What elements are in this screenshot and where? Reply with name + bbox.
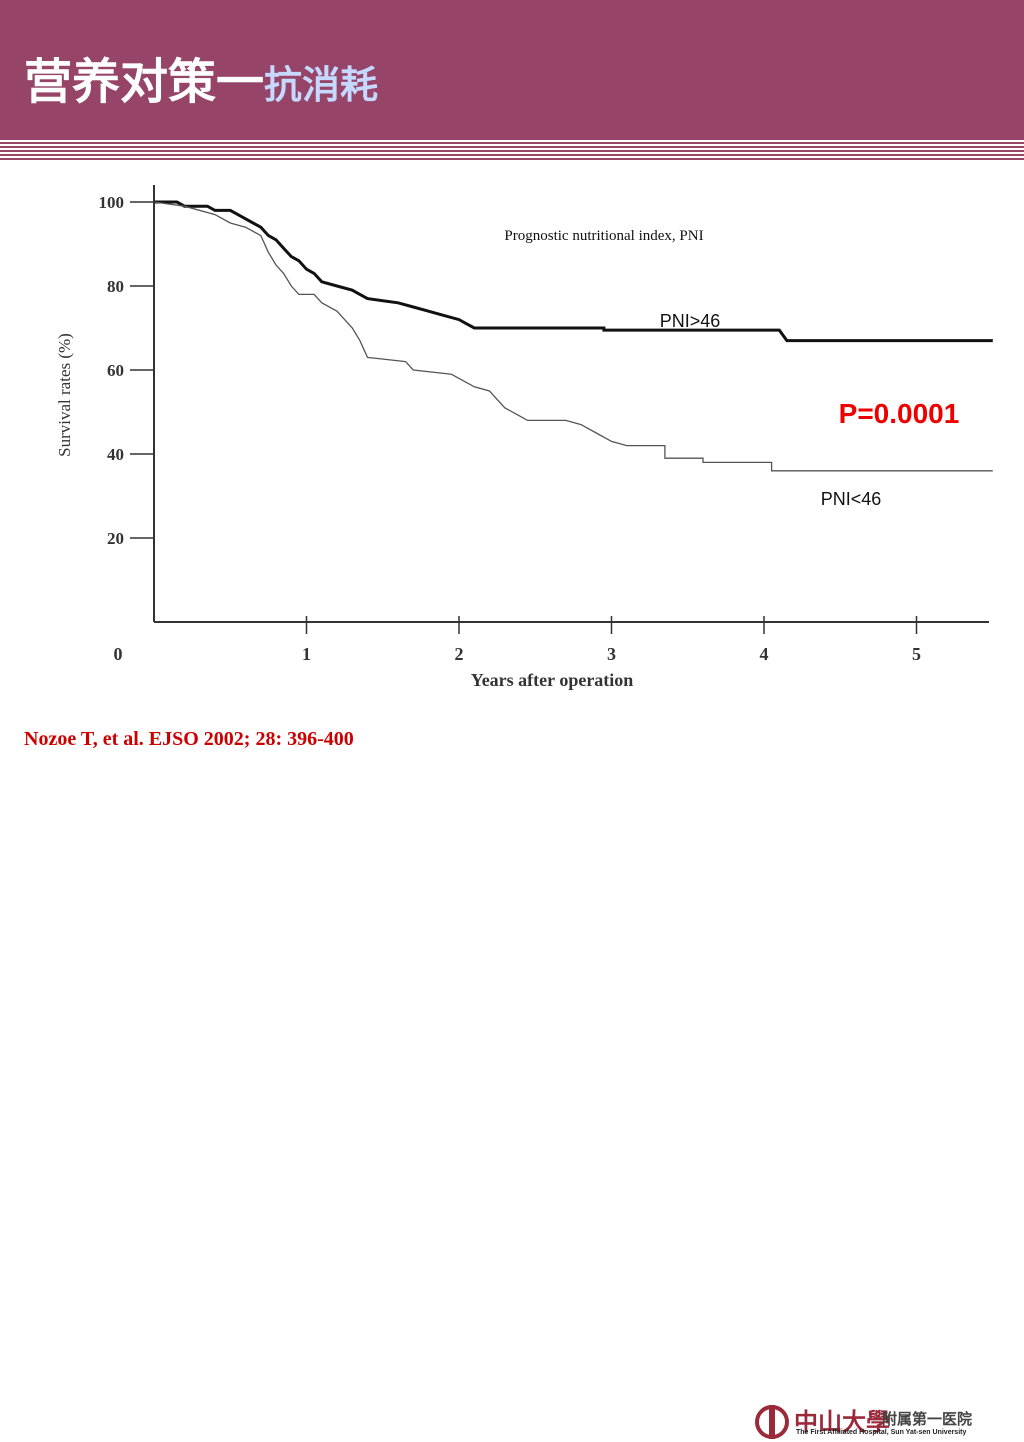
x-tick-label: 0: [114, 644, 123, 664]
y-tick-label: 20: [107, 529, 124, 548]
x-tick-label: 2: [455, 644, 464, 664]
chart-svg: 20 40 60 80 100 0 1 2 3 4 5 Years after operation Su…: [55, 185, 993, 690]
slide-header: 营养对策一抗消耗: [0, 0, 1024, 138]
p-value-annotation: P=0.0001: [839, 398, 960, 429]
x-tick-label: 5: [912, 644, 921, 664]
x-tick-label: 4: [760, 644, 769, 664]
series-line-pni-high: [154, 200, 993, 343]
series-line-pni-low: [153, 201, 993, 472]
y-axis-label: Survival rates (%): [55, 333, 74, 457]
series-label-pni-high: PNI>46: [660, 311, 721, 331]
university-logo: 中山大學 附属第一医院 The First Affiliated Hospita…: [754, 1402, 999, 1442]
title-sub: 抗消耗: [264, 63, 379, 107]
slide-title: 营养对策一抗消耗: [24, 42, 378, 112]
hospital-emblem-icon: [755, 1405, 789, 1439]
survival-chart: 20 40 60 80 100 0 1 2 3 4 5 Years after operation Su…: [0, 160, 1024, 700]
y-tick-label: 80: [107, 277, 124, 296]
header-stripes: [0, 138, 1024, 160]
chart-title: Prognostic nutritional index, PNI: [504, 228, 703, 244]
y-tick-label: 40: [107, 445, 124, 464]
citation: Nozoe T, et al. EJSO 2002; 28: 396-400: [24, 728, 354, 750]
logo-hospital-name: 附属第一医院: [882, 1410, 973, 1428]
x-tick-label: 1: [302, 644, 311, 664]
x-axis-label: Years after operation: [471, 670, 634, 690]
title-main: 营养对策一: [24, 54, 265, 110]
logo-english-name: The First Affiliated Hospital, Sun Yat-s…: [796, 1429, 967, 1436]
y-tick-label: 60: [107, 361, 124, 380]
x-tick-label: 3: [607, 644, 616, 664]
y-tick-label: 100: [99, 193, 125, 212]
series-label-pni-low: PNI<46: [821, 489, 882, 509]
